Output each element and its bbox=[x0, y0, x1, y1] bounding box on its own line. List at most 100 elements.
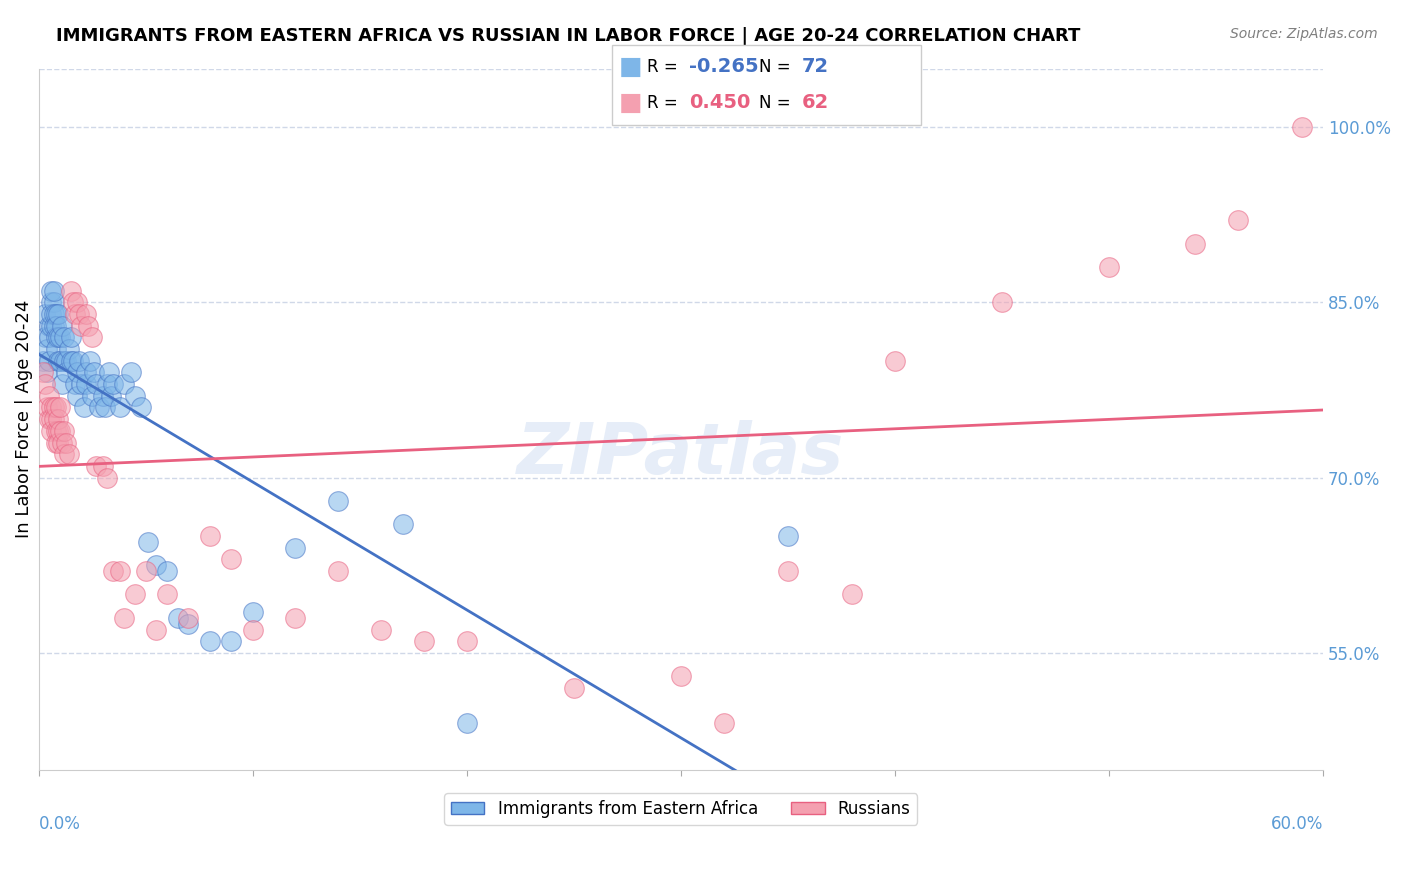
Text: ■: ■ bbox=[619, 91, 643, 114]
Text: ■: ■ bbox=[619, 55, 643, 78]
Point bbox=[41, 284, 63, 298]
Point bbox=[219, 552, 242, 566]
Point bbox=[59, 353, 82, 368]
Point bbox=[80, 389, 103, 403]
Point bbox=[49, 353, 72, 368]
Text: 62: 62 bbox=[801, 93, 828, 112]
Point bbox=[41, 424, 63, 438]
Point bbox=[391, 517, 413, 532]
Point bbox=[1098, 260, 1121, 275]
Text: Source: ZipAtlas.com: Source: ZipAtlas.com bbox=[1230, 27, 1378, 41]
Text: ZIPatlas: ZIPatlas bbox=[517, 420, 845, 489]
Text: R =: R = bbox=[647, 58, 683, 76]
Point bbox=[136, 534, 159, 549]
Point bbox=[58, 447, 80, 461]
Point bbox=[328, 494, 350, 508]
Point bbox=[242, 605, 264, 619]
Point bbox=[1184, 236, 1206, 251]
Point bbox=[112, 611, 135, 625]
Point bbox=[198, 529, 221, 543]
Point bbox=[776, 564, 799, 578]
Point bbox=[75, 365, 97, 379]
Point bbox=[562, 681, 585, 695]
Point bbox=[46, 307, 69, 321]
Point bbox=[124, 389, 146, 403]
Point bbox=[34, 307, 56, 321]
Point bbox=[51, 318, 73, 333]
Point bbox=[669, 669, 692, 683]
Point bbox=[45, 318, 67, 333]
Text: N =: N = bbox=[759, 58, 796, 76]
Point bbox=[42, 295, 65, 310]
Point bbox=[91, 389, 114, 403]
Point bbox=[103, 377, 125, 392]
Point bbox=[41, 295, 63, 310]
Point bbox=[51, 435, 73, 450]
Point bbox=[1291, 120, 1313, 134]
Point bbox=[59, 330, 82, 344]
Point bbox=[55, 353, 77, 368]
Point bbox=[413, 634, 436, 648]
Point bbox=[776, 529, 799, 543]
Point bbox=[58, 342, 80, 356]
Point bbox=[72, 401, 94, 415]
Text: 0.0%: 0.0% bbox=[38, 815, 80, 833]
Point bbox=[156, 564, 179, 578]
Text: R =: R = bbox=[647, 94, 683, 112]
Point bbox=[67, 307, 90, 321]
Point bbox=[34, 377, 56, 392]
Point bbox=[131, 401, 153, 415]
Point bbox=[66, 389, 89, 403]
Point bbox=[86, 377, 108, 392]
Point bbox=[112, 377, 135, 392]
Point bbox=[42, 412, 65, 426]
Point bbox=[75, 377, 97, 392]
Point bbox=[242, 623, 264, 637]
Point bbox=[86, 458, 108, 473]
Point bbox=[91, 458, 114, 473]
Legend: Immigrants from Eastern Africa, Russians: Immigrants from Eastern Africa, Russians bbox=[444, 793, 917, 824]
Point bbox=[177, 616, 200, 631]
Point bbox=[42, 401, 65, 415]
Point bbox=[42, 318, 65, 333]
Point bbox=[87, 401, 110, 415]
Point bbox=[96, 470, 118, 484]
Point bbox=[38, 330, 60, 344]
Point bbox=[37, 401, 59, 415]
Point bbox=[59, 284, 82, 298]
Point bbox=[45, 342, 67, 356]
Point bbox=[284, 611, 307, 625]
Point bbox=[38, 412, 60, 426]
Point bbox=[79, 353, 101, 368]
Point bbox=[96, 377, 118, 392]
Point bbox=[370, 623, 392, 637]
Point bbox=[98, 365, 121, 379]
Point bbox=[66, 295, 89, 310]
Point bbox=[51, 377, 73, 392]
Point bbox=[49, 330, 72, 344]
Point bbox=[66, 365, 89, 379]
Point bbox=[100, 389, 122, 403]
Point bbox=[49, 401, 72, 415]
Point bbox=[46, 412, 69, 426]
Point bbox=[45, 307, 67, 321]
Text: IMMIGRANTS FROM EASTERN AFRICA VS RUSSIAN IN LABOR FORCE | AGE 20-24 CORRELATION: IMMIGRANTS FROM EASTERN AFRICA VS RUSSIA… bbox=[56, 27, 1081, 45]
Point bbox=[37, 342, 59, 356]
Point bbox=[46, 435, 69, 450]
Point bbox=[53, 424, 76, 438]
Point bbox=[67, 353, 90, 368]
Point bbox=[70, 318, 93, 333]
Point bbox=[219, 634, 242, 648]
Point bbox=[49, 424, 72, 438]
Point bbox=[63, 307, 86, 321]
Point bbox=[53, 330, 76, 344]
Point bbox=[177, 611, 200, 625]
Point bbox=[108, 401, 131, 415]
Point bbox=[80, 330, 103, 344]
Point bbox=[70, 377, 93, 392]
Point bbox=[46, 424, 69, 438]
Point bbox=[37, 365, 59, 379]
Point bbox=[713, 716, 735, 731]
Point bbox=[38, 318, 60, 333]
Point bbox=[166, 611, 188, 625]
